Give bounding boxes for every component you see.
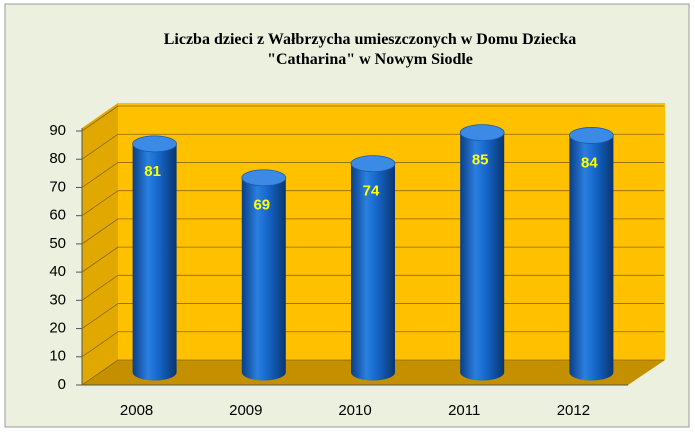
side-wall — [82, 103, 118, 385]
value-label: 84 — [581, 154, 598, 171]
y-tick-label: 20 — [49, 320, 66, 337]
bar — [351, 155, 395, 381]
grid-line — [81, 190, 119, 216]
chart-title: Liczba dzieci z Wałbrzycha umieszczonych… — [163, 31, 577, 68]
bar-top — [569, 127, 614, 144]
bar-top — [350, 155, 396, 173]
value-label: 81 — [144, 163, 161, 180]
bar — [569, 127, 614, 381]
x-tick-label: 2011 — [448, 402, 480, 419]
bar — [132, 135, 177, 381]
grid-line — [81, 359, 119, 386]
y-tick-label: 10 — [49, 348, 66, 365]
bar-top — [241, 169, 287, 187]
y-tick-label: 40 — [49, 263, 66, 280]
value-label: 74 — [363, 183, 380, 200]
grid-line — [81, 303, 119, 329]
grid-line — [81, 218, 119, 245]
bar — [460, 124, 505, 381]
y-tick-label: 90 — [49, 122, 66, 139]
grid-line — [81, 133, 119, 160]
y-tick-label: 0 — [58, 376, 66, 393]
y-tick-label: 30 — [49, 291, 66, 308]
grid-line — [81, 331, 119, 358]
grid-line — [81, 105, 119, 132]
grid-line — [81, 275, 119, 301]
bar — [241, 169, 286, 381]
grid-line — [81, 162, 119, 188]
value-label: 69 — [253, 197, 270, 214]
value-label: 85 — [472, 152, 489, 169]
bar-top — [459, 124, 505, 142]
y-tick-label: 50 — [49, 235, 66, 252]
grid-line — [81, 246, 119, 273]
x-tick-label: 2008 — [120, 402, 153, 419]
y-tick-label: 80 — [49, 150, 66, 167]
y-tick-label: 70 — [49, 178, 66, 195]
bar-top — [132, 135, 178, 153]
x-tick-label: 2010 — [338, 402, 371, 419]
y-tick-label: 60 — [49, 207, 66, 224]
x-tick-label: 2012 — [557, 402, 590, 419]
x-tick-label: 2009 — [229, 402, 262, 419]
